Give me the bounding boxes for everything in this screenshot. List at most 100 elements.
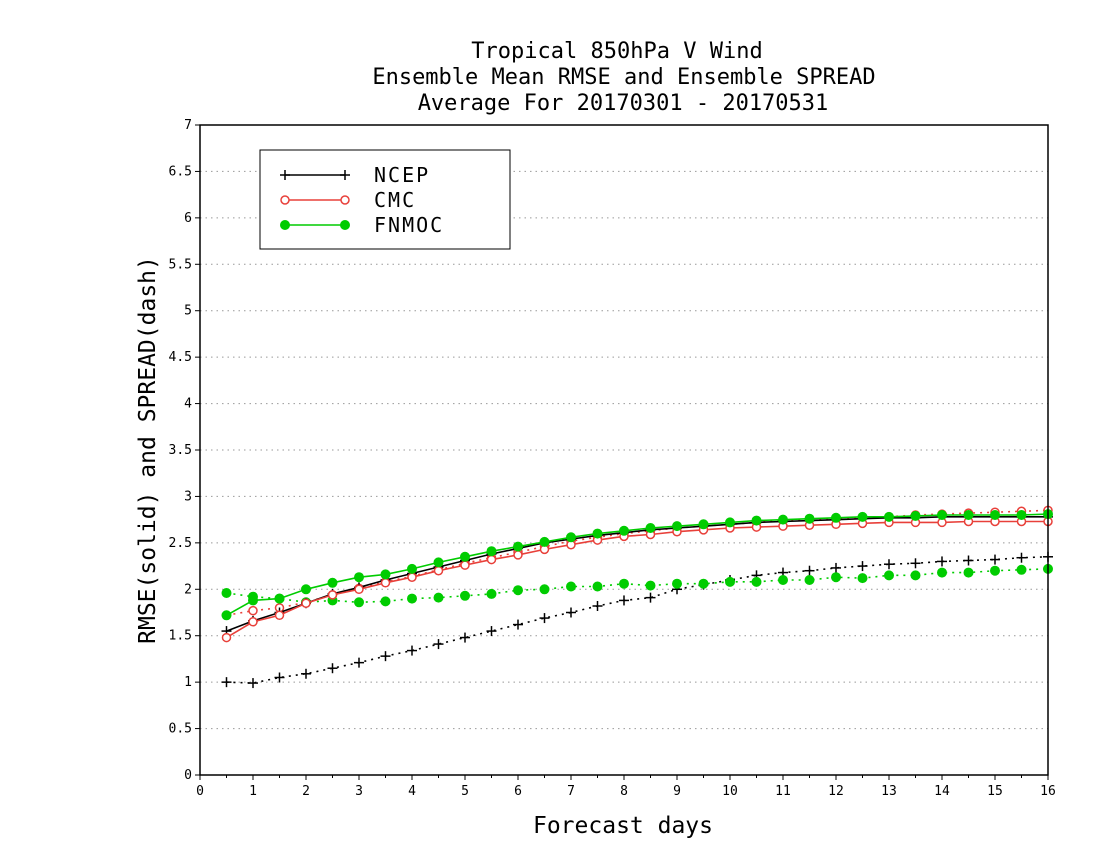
y-tick-label: 4.5	[169, 350, 192, 365]
cmc-rmse-point	[354, 584, 364, 595]
ncep-spread-point	[354, 657, 364, 668]
ncep-rmse-series	[221, 511, 1053, 637]
x-tick-label: 0	[196, 784, 204, 799]
cmc-spread-series	[221, 505, 1053, 621]
ncep-spread-point	[539, 613, 550, 624]
fnmoc-spread-point	[990, 565, 1000, 576]
y-tick-label: 6.5	[169, 164, 192, 179]
ncep-spread-point	[566, 607, 576, 618]
fnmoc-spread-line	[226, 568, 1049, 604]
fnmoc-spread-point	[725, 576, 735, 587]
fnmoc-spread-point	[751, 576, 762, 587]
fnmoc-rmse-point	[990, 510, 1000, 520]
cmc-rmse-point	[433, 565, 444, 576]
fnmoc-rmse-point	[884, 511, 894, 522]
fnmoc-rmse-point	[566, 532, 576, 543]
cmc-spread-point	[248, 605, 258, 616]
y-tick-label: 2	[184, 582, 192, 597]
y-tick-label: 5.5	[169, 257, 192, 272]
fnmoc-rmse-point	[619, 525, 629, 536]
fnmoc-rmse-point	[937, 510, 947, 520]
grid	[200, 170, 1048, 730]
fnmoc-rmse-point	[698, 519, 709, 530]
fnmoc-spread-point	[857, 573, 868, 584]
ncep-spread-point	[804, 565, 815, 576]
fnmoc-spread-point	[460, 590, 470, 601]
ncep-spread-point	[910, 558, 921, 569]
fnmoc-spread-point	[407, 593, 417, 604]
cmc-rmse-point	[460, 560, 470, 570]
fnmoc-spread-point	[884, 570, 894, 581]
y-tick-label: 5	[184, 304, 192, 319]
x-tick-label: 8	[620, 784, 628, 799]
fnmoc-spread-point	[1016, 564, 1027, 575]
chart-title-line-3: Average For 20170301 - 20170531	[418, 91, 829, 116]
fnmoc-rmse-point	[751, 515, 762, 526]
ncep-spread-line	[226, 555, 1049, 684]
fnmoc-spread-point	[619, 578, 629, 589]
chart-title-line-1: Tropical 850hPa V Wind	[471, 39, 762, 64]
y-tick-label: 0.5	[169, 722, 192, 737]
fnmoc-rmse-point	[407, 563, 417, 574]
ncep-spread-point	[831, 562, 841, 573]
ncep-spread-point	[460, 632, 470, 643]
ncep-spread-point	[884, 559, 894, 570]
ncep-spread-point	[486, 626, 497, 637]
x-tick-label: 10	[722, 784, 738, 799]
fnmoc-spread-point	[778, 575, 788, 585]
x-tick-label: 6	[514, 784, 522, 799]
fnmoc-spread-point	[433, 592, 444, 603]
fnmoc-rmse-point	[963, 510, 974, 520]
fnmoc-spread-point	[672, 578, 682, 589]
ncep-spread-point	[963, 555, 974, 566]
legend-marker	[340, 170, 350, 180]
y-tick-label: 3	[184, 489, 192, 504]
x-tick-label: 13	[881, 784, 897, 799]
chart-title-line-2: Ensemble Mean RMSE and Ensemble SPREAD	[372, 65, 875, 90]
fnmoc-spread-point	[698, 578, 709, 589]
x-tick-label: 4	[408, 784, 416, 799]
fnmoc-rmse-point	[301, 584, 311, 595]
ncep-spread-point	[433, 639, 444, 650]
x-tick-label: 16	[1040, 784, 1056, 799]
ncep-spread-point	[645, 592, 656, 603]
fnmoc-spread-point	[566, 581, 576, 592]
legend-marker	[280, 195, 290, 205]
y-tick-label: 7	[184, 118, 192, 133]
x-axis-ticks: 0 1 2 3 4 5 6 7 8 9 10 11 12 13 14 15 16	[196, 775, 1056, 799]
y-tick-label: 2.5	[169, 536, 192, 551]
fnmoc-spread-point	[910, 570, 921, 581]
fnmoc-rmse-point	[804, 513, 815, 524]
x-tick-label: 9	[673, 784, 681, 799]
ncep-spread-point	[513, 619, 523, 630]
x-tick-label: 1	[249, 784, 257, 799]
fnmoc-spread-point	[221, 588, 232, 598]
cmc-rmse-point	[301, 598, 311, 608]
ncep-spread-point	[248, 678, 258, 689]
fnmoc-rmse-point	[1016, 510, 1027, 520]
ncep-spread-point	[937, 556, 947, 567]
ncep-spread-point	[407, 645, 417, 656]
fnmoc-spread-point	[831, 572, 841, 583]
x-tick-label: 15	[987, 784, 1003, 799]
ncep-spread-point	[619, 595, 629, 606]
fnmoc-spread-point	[592, 581, 603, 592]
legend-item-ncep: NCEP	[280, 163, 430, 187]
cmc-rmse-point	[221, 632, 232, 643]
cmc-rmse-point	[327, 590, 338, 600]
fnmoc-spread-point	[539, 584, 550, 595]
fnmoc-spread-point	[963, 567, 974, 578]
legend-label: NCEP	[374, 163, 430, 187]
ncep-spread-point	[857, 561, 868, 572]
legend-marker	[280, 170, 290, 180]
fnmoc-rmse-point	[248, 595, 258, 606]
ncep-spread-point	[301, 668, 311, 679]
cmc-rmse-series	[221, 516, 1053, 643]
ncep-spread-point	[990, 554, 1000, 565]
fnmoc-rmse-point	[725, 517, 735, 528]
fnmoc-spread-point	[645, 580, 656, 591]
cmc-rmse-point	[380, 578, 391, 588]
x-tick-label: 11	[775, 784, 791, 799]
cmc-rmse-point	[248, 617, 258, 627]
